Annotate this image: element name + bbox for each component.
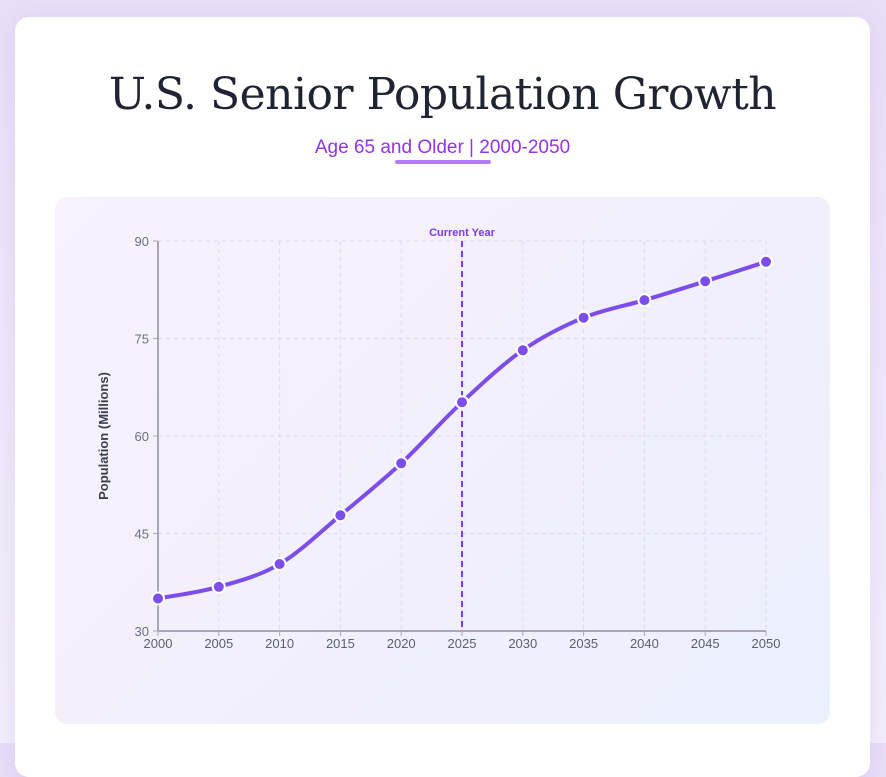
x-tick-label: 2010 xyxy=(265,636,294,651)
data-point xyxy=(576,310,591,325)
page-title: U.S. Senior Population Growth xyxy=(108,69,777,120)
x-tick-label: 2040 xyxy=(630,636,659,651)
x-tick-label: 2000 xyxy=(144,636,173,651)
y-tick-label: 90 xyxy=(135,234,149,249)
page-subtitle: Age 65 and Older | 2000-2050 xyxy=(314,137,571,158)
data-point xyxy=(211,579,226,594)
data-point xyxy=(272,557,287,572)
y-tick-label: 75 xyxy=(135,332,149,347)
data-point xyxy=(333,508,348,523)
x-tick-label: 2050 xyxy=(752,636,781,651)
x-tick-label: 2025 xyxy=(448,636,477,651)
x-tick-label: 2020 xyxy=(387,636,416,651)
data-point xyxy=(394,456,409,471)
title-divider xyxy=(395,160,491,164)
y-tick-label: 60 xyxy=(135,429,149,444)
y-tick-label: 45 xyxy=(135,527,149,542)
data-point xyxy=(759,254,773,269)
data-point xyxy=(455,395,469,410)
data-point xyxy=(151,591,165,606)
y-axis-label: Population (Millions) xyxy=(96,372,111,500)
line-chart: 30 45 60 75 90 2000 2005 2010 2015 2020 2025 2030 20… xyxy=(96,227,781,651)
x-tick-label: 2045 xyxy=(691,636,720,651)
y-tick-label: 30 xyxy=(135,624,149,639)
x-tick-label: 2005 xyxy=(204,636,233,651)
data-point xyxy=(637,293,652,308)
data-point xyxy=(515,343,530,358)
x-tick-label: 2015 xyxy=(326,636,355,651)
x-tick-label: 2030 xyxy=(508,636,537,651)
data-point xyxy=(698,274,713,289)
current-year-label: Current Year xyxy=(429,227,496,239)
x-tick-label: 2035 xyxy=(569,636,598,651)
